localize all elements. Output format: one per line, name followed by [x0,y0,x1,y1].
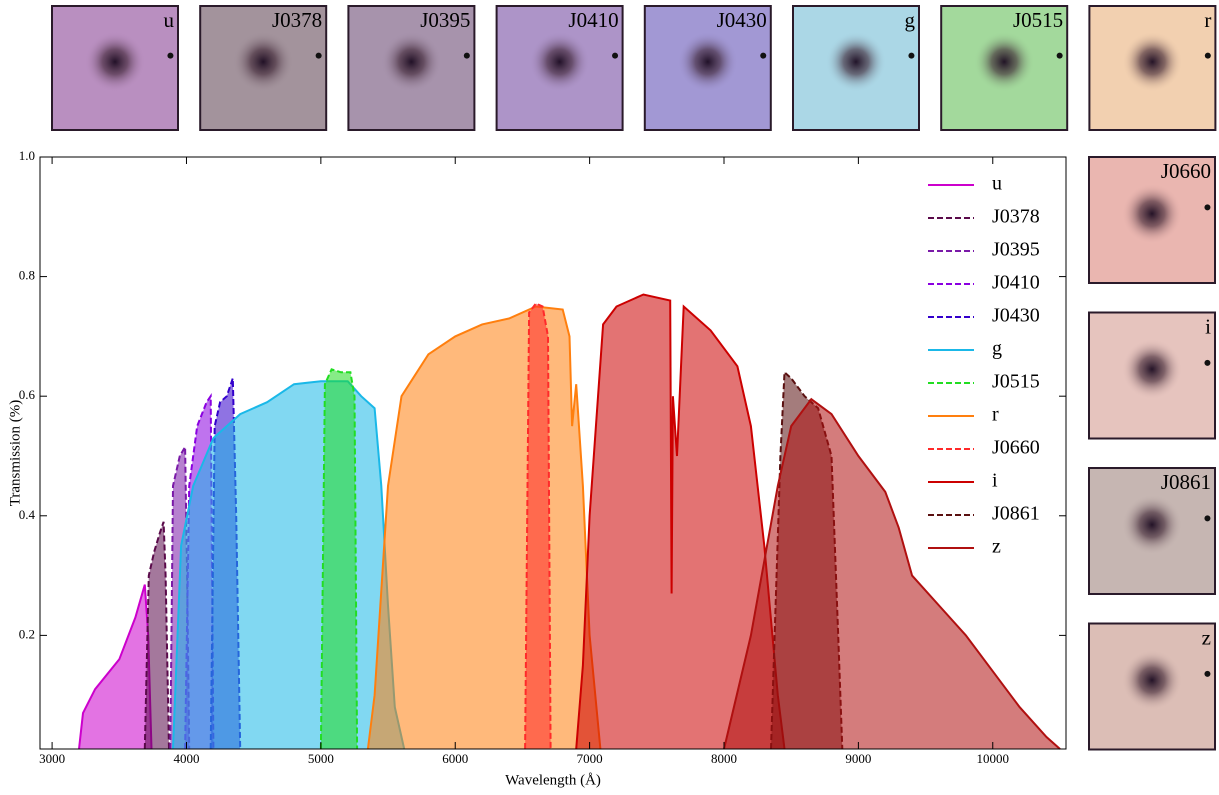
stamp-label: J0515 [1013,8,1063,32]
y-tick-label: 0.6 [19,387,36,402]
stamp-star [612,52,619,59]
stamp-label: J0410 [568,8,618,32]
area-fill [144,521,170,749]
stamp-galaxy [361,11,462,113]
series-line [524,302,552,750]
stamp-star [1204,670,1211,677]
stamp-label: r [1204,8,1211,32]
x-tick-label: 6000 [442,751,468,766]
legend-label: z [992,536,1001,558]
legend-label: J0395 [992,239,1040,261]
stamp-star [1056,52,1063,59]
area-fill [367,306,601,749]
legend-label: g [992,338,1002,360]
stamp-star [1204,515,1211,522]
area-fill [78,584,152,749]
area-fill [724,399,1060,749]
series-line [575,293,786,750]
y-tick-label: 1.0 [19,148,35,163]
series-line [319,368,359,750]
y-tick-label: 0.8 [19,268,35,283]
stamp-galaxy [212,11,314,113]
stamp-label: J0378 [272,8,322,32]
legend-label: J0861 [992,503,1040,525]
x-tick-label: 3000 [39,751,65,766]
legend-label: i [992,470,998,492]
x-tick-label: 9000 [845,751,871,766]
stamp-galaxy [657,11,759,113]
stamp-label: g [905,8,916,32]
area-fill [525,303,551,749]
stamp-star [1204,204,1211,211]
x-axis-label: Wavelength (Å) [505,772,601,788]
area-fill [576,294,785,749]
stamp-galaxy [805,11,907,113]
stamp-galaxy [1101,163,1203,265]
stamp-galaxy [1101,474,1203,576]
legend-label: J0410 [992,272,1040,294]
y-tick-label: 0.2 [19,626,35,641]
stamp-galaxy [1101,629,1203,731]
stamp-label: J0660 [1161,159,1211,183]
legend-label: J0430 [992,305,1040,327]
stamp-galaxy [509,11,610,113]
stamp-star [908,52,915,59]
stamp-star [1204,52,1211,59]
stamp-star [315,52,322,59]
y-axis-label: Transmission (%) [7,400,23,507]
series-line [723,397,1061,750]
x-tick-label: 8000 [711,751,737,766]
stamp-galaxy [953,11,1055,113]
stamp-label: J0430 [717,8,767,32]
stamp-star [760,52,767,59]
legend-label: J0515 [992,371,1040,393]
x-tick-label: 4000 [173,751,199,766]
stamp-label: J0395 [420,8,470,32]
legend-label: r [992,404,999,426]
stamp-label: J0861 [1161,470,1211,494]
stamp-star [167,52,174,59]
legend-label: J0378 [992,206,1040,228]
x-tick-label: 10000 [977,751,1010,766]
stamp-galaxy [64,11,166,113]
plot-frame [39,156,1067,750]
stamp-galaxy [1101,318,1203,420]
x-tick-label: 5000 [308,751,334,766]
stamp-galaxy [1102,11,1203,113]
stamp-star [1204,359,1211,366]
series-line [366,305,602,750]
stamp-label: u [164,8,175,32]
area-fill [320,369,358,749]
x-tick-label: 7000 [577,751,603,766]
legend-label: u [992,173,1002,195]
series-line [143,521,170,750]
legend-label: J0660 [992,437,1040,459]
stamp-label: z [1202,625,1211,649]
y-tick-label: 0.4 [19,507,36,522]
stamp-star [463,52,470,59]
stamp-label: i [1205,314,1211,338]
series-line [209,377,242,750]
